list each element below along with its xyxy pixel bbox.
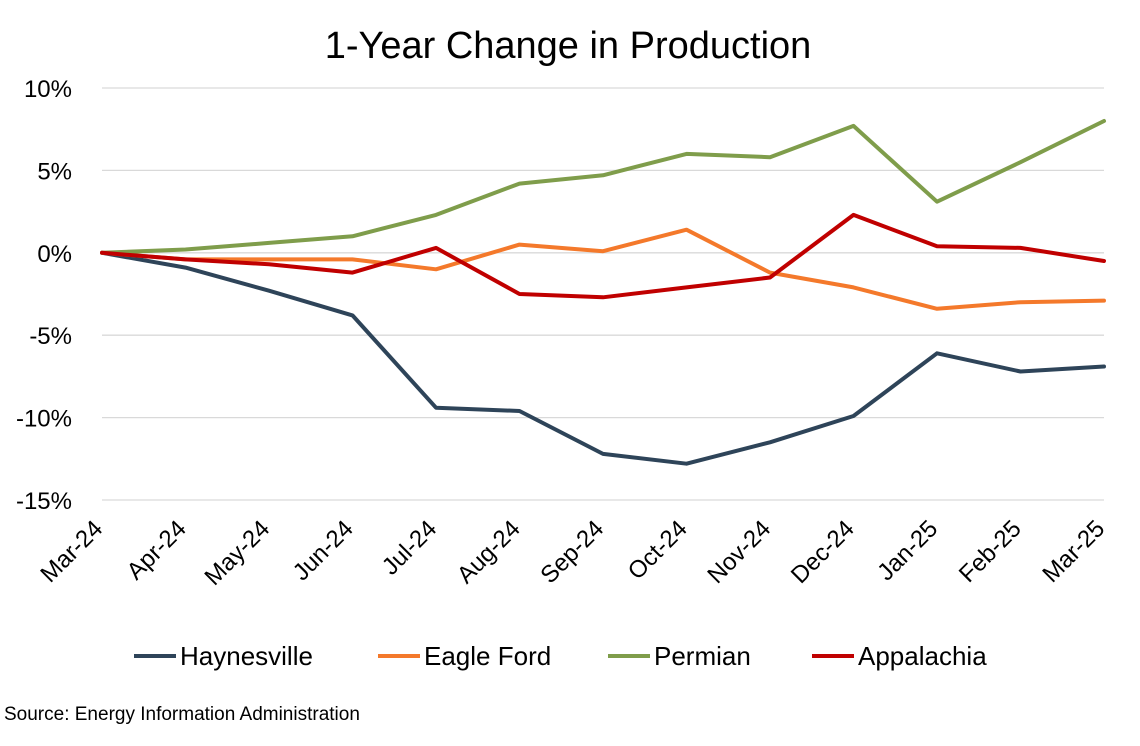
x-tick-label: Feb-25 — [954, 515, 1027, 588]
x-tick-label: Nov-24 — [702, 515, 776, 589]
y-tick-label: 10% — [24, 76, 72, 103]
gridlines — [102, 87, 1104, 501]
x-tick-label: Jun-24 — [288, 515, 359, 586]
y-tick-label: -10% — [16, 406, 72, 433]
series-line-permian — [100, 119, 1106, 255]
chart-title: 1-Year Change in Production — [325, 25, 812, 67]
y-tick-label: 5% — [37, 158, 72, 185]
x-tick-label: Mar-24 — [35, 515, 108, 588]
legend-label: Appalachia — [858, 641, 987, 671]
y-axis-tick-labels: 10% 5% 0% -5% -10% -15% — [16, 76, 72, 515]
source-note: Source: Energy Information Administratio… — [4, 704, 360, 725]
x-tick-label: Jul-24 — [377, 515, 442, 580]
series-lines — [100, 119, 1106, 466]
series-line-haynesville — [100, 250, 1106, 466]
y-tick-label: -15% — [16, 488, 72, 515]
x-tick-label: May-24 — [200, 515, 276, 591]
legend-label: Permian — [654, 641, 751, 671]
x-tick-label: Dec-24 — [786, 515, 860, 589]
y-tick-label: -5% — [29, 323, 72, 350]
y-tick-label: 0% — [37, 241, 72, 268]
legend: Haynesville Eagle Ford Permian Appalachia — [134, 641, 987, 671]
x-tick-label: Mar-25 — [1037, 515, 1110, 588]
x-tick-label: Oct-24 — [623, 515, 693, 585]
x-tick-label: Jan-25 — [872, 515, 943, 586]
x-axis-tick-labels: Mar-24 Apr-24 May-24 Jun-24 Jul-24 Aug-24 Sep-… — [35, 515, 1110, 591]
series-line-appalachia — [100, 212, 1106, 300]
series-line-eagle-ford — [100, 227, 1106, 311]
legend-label: Eagle Ford — [424, 641, 551, 671]
x-tick-label: Apr-24 — [122, 515, 192, 585]
x-tick-label: Aug-24 — [452, 515, 526, 589]
x-tick-label: Sep-24 — [535, 515, 609, 589]
legend-label: Haynesville — [180, 641, 313, 671]
